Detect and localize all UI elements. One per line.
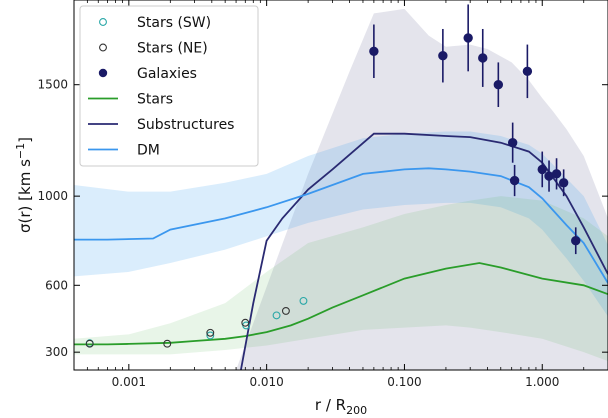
legend-label-stars-ne: Stars (NE) [137, 41, 208, 57]
point-galaxies [369, 46, 379, 56]
axis-ticks: 0.001 0.010 0.100 1.000 300 600 1000 1500 [37, 0, 608, 389]
x-tick-label: 0.010 [249, 375, 283, 389]
band-dm [74, 131, 608, 317]
point-galaxies [478, 53, 488, 63]
point-stars-ne [281, 306, 290, 315]
point-galaxies [493, 79, 504, 90]
legend-label-galaxies: Galaxies [137, 66, 197, 82]
y-axis-label-main: σ(r) [km s [16, 159, 34, 233]
x-tick-label: 1.000 [525, 375, 559, 389]
x-axis-label-main: r / R [315, 396, 346, 414]
point-stars-ne [163, 339, 172, 348]
x-tick-label: 0.100 [387, 375, 421, 389]
point-galaxies [551, 169, 562, 179]
legend-items: Stars (SW) Stars (NE) Galaxies Stars Substru… [88, 15, 234, 159]
point-stars-sw [299, 296, 308, 305]
point-galaxies [463, 33, 473, 43]
y-tick-label: 300 [45, 345, 68, 359]
point-stars-ne [85, 339, 94, 348]
band-substructures [236, 8, 608, 370]
point-galaxies [537, 164, 547, 175]
point-galaxies [522, 66, 533, 77]
series-line-substructures [240, 132, 608, 370]
y-axis-label-superscript: −1 [14, 143, 27, 159]
point-stars-ne [241, 318, 250, 327]
legend-swatch-galaxies [98, 68, 108, 78]
point-stars-sw [206, 331, 215, 340]
legend-swatch-stars-sw [99, 18, 107, 26]
x-axis-label: r / R200 [315, 396, 367, 417]
legend-label-stars-sw: Stars (SW) [137, 15, 211, 31]
x-axis-label-subscript: 200 [346, 404, 367, 417]
plot-frame [73, 0, 608, 371]
y-tick-label: 1000 [37, 189, 68, 203]
y-tick-label: 600 [45, 278, 68, 292]
legend-label-substructures: Substructures [137, 117, 234, 133]
legend: Stars (SW) Stars (NE) Galaxies Stars Substru… [79, 5, 259, 167]
point-galaxies [558, 178, 569, 188]
y-axis-label-close: ] [16, 137, 34, 143]
data-points [85, 4, 581, 348]
point-stars-ne [206, 328, 215, 337]
point-galaxies [507, 137, 518, 148]
point-galaxies [509, 175, 520, 186]
series-line-dm [74, 167, 608, 284]
legend-label-stars: Stars [137, 92, 173, 108]
point-stars-sw [272, 311, 281, 320]
y-tick-label: 1500 [37, 78, 68, 92]
legend-swatch-stars-ne [99, 43, 107, 52]
x-tick-label: 0.001 [112, 375, 146, 389]
point-galaxies [571, 236, 581, 246]
point-galaxies [438, 51, 448, 61]
confidence-bands [74, 8, 608, 370]
y-axis-label: σ(r) [km s−1] [14, 137, 34, 233]
band-stars [74, 196, 608, 362]
legend-label-dm: DM [137, 143, 160, 159]
legend-box [79, 5, 259, 167]
